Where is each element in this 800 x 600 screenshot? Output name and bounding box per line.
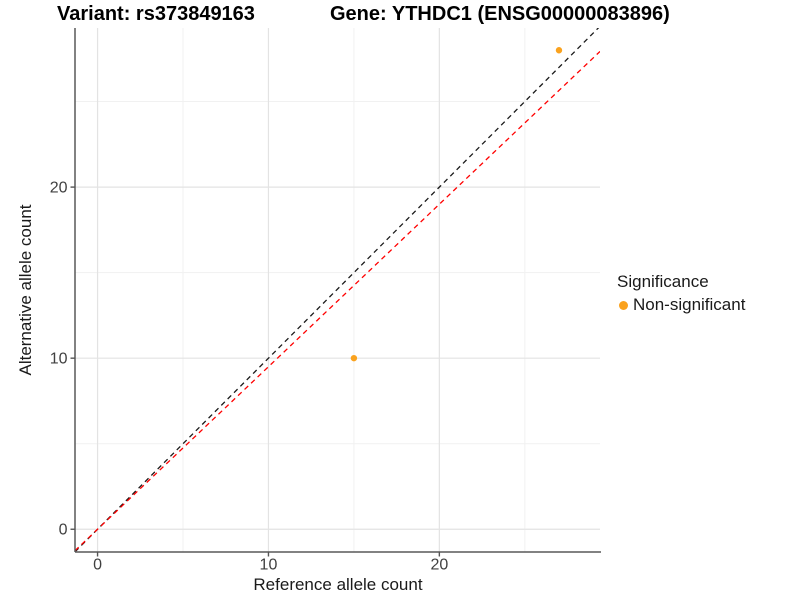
- data-point: [350, 354, 358, 362]
- x-tick-label: 10: [260, 557, 278, 574]
- gene-title: Gene: YTHDC1 (ENSG00000083896): [330, 3, 670, 25]
- legend-title: Significance: [617, 272, 709, 291]
- expected-line: [75, 50, 600, 552]
- identity-line: [75, 28, 600, 552]
- y-tick-label: 20: [50, 180, 68, 197]
- y-tick-label: 0: [59, 522, 68, 539]
- legend-point-swatch: [619, 300, 628, 310]
- legend-item: Non-significant: [617, 295, 745, 315]
- variant-title: Variant: rs373849163: [57, 3, 255, 25]
- x-tick-label: 20: [430, 557, 448, 574]
- x-axis-title: Reference allele count: [253, 575, 423, 594]
- y-tick-label: 10: [50, 351, 68, 368]
- y-axis-title: Alternative allele count: [16, 204, 35, 376]
- x-tick-label: 0: [93, 557, 102, 574]
- legend: Significance Non-significant: [617, 272, 745, 315]
- data-point: [555, 47, 563, 54]
- legend-item-label: Non-significant: [633, 295, 746, 314]
